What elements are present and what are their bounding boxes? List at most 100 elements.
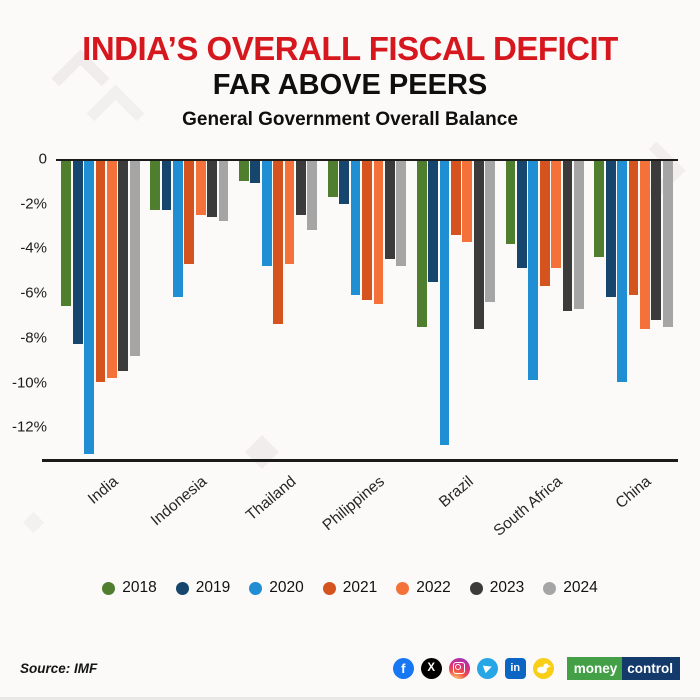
legend-dot-2022 xyxy=(396,581,410,595)
telegram-icon[interactable] xyxy=(476,657,498,679)
bar-indonesia-2020 xyxy=(172,161,183,298)
legend-item-2019: 2019 xyxy=(175,579,231,597)
x-twitter-icon[interactable]: X xyxy=(420,657,442,679)
legend-item-2018: 2018 xyxy=(102,579,157,597)
legend-label-2019: 2019 xyxy=(195,579,231,596)
legend-dot-2018 xyxy=(102,581,116,595)
legend-item-2024: 2024 xyxy=(543,579,598,597)
bar-south-africa-2019 xyxy=(517,161,527,269)
bar-philippines-2018 xyxy=(327,161,338,197)
legend-label-2020: 2020 xyxy=(269,579,304,596)
bar-india-2021 xyxy=(95,161,106,383)
legend-label-2023: 2023 xyxy=(489,579,525,596)
x-label-china: China xyxy=(612,473,655,513)
x-axis-line xyxy=(42,459,678,462)
bar-indonesia-2021 xyxy=(184,161,195,264)
x-label-south-africa: South Africa xyxy=(490,473,566,540)
moneycontrol-logo[interactable]: money control xyxy=(566,656,680,680)
linkedin-icon[interactable]: in xyxy=(504,657,526,679)
bar-china-2020 xyxy=(617,161,628,383)
bar-south-africa-2024 xyxy=(574,161,584,309)
bar-brazil-2024 xyxy=(485,161,495,302)
x-label-philippines: Philippines xyxy=(319,473,388,535)
moneycontrol-logo-control: control xyxy=(622,656,680,680)
bar-south-africa-2018 xyxy=(505,161,516,244)
source-label: Source: IMF xyxy=(20,660,98,676)
bar-china-2024 xyxy=(662,161,673,327)
bar-indonesia-2018 xyxy=(150,161,160,211)
social-icons: f X in money control xyxy=(392,656,680,680)
legend-item-2021: 2021 xyxy=(322,579,377,597)
legend-item-2022: 2022 xyxy=(396,579,451,597)
bar-philippines-2024 xyxy=(396,161,407,267)
bar-india-2018 xyxy=(61,161,72,307)
koo-bird-glyph xyxy=(536,663,551,674)
chart-subtitle: General Government Overall Balance xyxy=(182,109,518,130)
x-glyph: X xyxy=(427,662,436,675)
bar-philippines-2023 xyxy=(384,161,395,260)
bar-india-2022 xyxy=(106,161,117,378)
linkedin-glyph: in xyxy=(510,662,521,675)
x-label-indonesia: Indonesia xyxy=(147,473,211,530)
y-tick-label: -4% xyxy=(20,239,47,257)
legend-dot-2024 xyxy=(543,581,557,595)
telegram-plane-glyph xyxy=(483,663,494,674)
bar-thailand-2024 xyxy=(307,161,318,231)
legend-dot-2020 xyxy=(249,581,263,595)
instagram-camera-glyph xyxy=(453,662,466,675)
bar-philippines-2019 xyxy=(339,161,350,204)
x-axis: India Indonesia Thailand Philippines Brazil S… xyxy=(56,461,678,549)
bar-indonesia-2019 xyxy=(161,161,172,211)
bar-south-africa-2023 xyxy=(562,161,573,311)
y-tick-label: -10% xyxy=(11,374,47,392)
y-tick-label: -2% xyxy=(20,195,47,213)
bar-india-2019 xyxy=(72,161,83,345)
legend-dot-2021 xyxy=(322,581,336,595)
bar-brazil-2022 xyxy=(462,161,473,242)
y-tick-label: -6% xyxy=(20,284,47,302)
bar-philippines-2021 xyxy=(362,161,372,300)
bar-india-2023 xyxy=(118,161,129,372)
bar-china-2022 xyxy=(640,161,650,329)
bar-thailand-2019 xyxy=(250,161,261,184)
bar-indonesia-2024 xyxy=(218,161,229,222)
footer: Source: IMF f X in money control xyxy=(0,656,700,680)
facebook-glyph: f xyxy=(401,660,406,676)
bar-chart: 0 -2% -4% -6% -8% -10% -12% xyxy=(10,151,678,462)
bar-brazil-2023 xyxy=(473,161,484,329)
bar-india-2020 xyxy=(84,161,94,455)
legend-item-2023: 2023 xyxy=(469,579,525,597)
bar-brazil-2020 xyxy=(439,161,450,446)
y-tick-label: 0 xyxy=(38,150,47,168)
bar-south-africa-2020 xyxy=(528,161,539,381)
bar-thailand-2021 xyxy=(273,161,284,325)
y-tick-label: -8% xyxy=(20,329,47,347)
legend-dot-2023 xyxy=(469,581,483,595)
bar-china-2018 xyxy=(594,161,605,258)
x-label-india: India xyxy=(84,473,122,508)
legend-dot-2019 xyxy=(175,581,189,595)
legend-label-2018: 2018 xyxy=(122,579,157,596)
bar-south-africa-2021 xyxy=(539,161,550,287)
instagram-icon[interactable] xyxy=(448,657,470,679)
bar-brazil-2018 xyxy=(416,161,427,327)
title-line2: FAR ABOVE PEERS xyxy=(212,69,488,101)
bar-china-2023 xyxy=(651,161,662,320)
zero-axis-line xyxy=(56,159,678,161)
legend: 2018 2019 2020 2021 2022 2023 2024 xyxy=(0,579,700,597)
bar-indonesia-2023 xyxy=(207,161,217,217)
title-line1: INDIA’S OVERALL FISCAL DEFICIT xyxy=(82,30,618,67)
legend-label-2022: 2022 xyxy=(416,579,451,596)
bar-brazil-2021 xyxy=(450,161,461,235)
x-label-thailand: Thailand xyxy=(242,473,300,525)
plot-area xyxy=(42,159,678,462)
facebook-icon[interactable]: f xyxy=(392,657,414,679)
bar-thailand-2020 xyxy=(261,161,272,267)
bar-south-africa-2022 xyxy=(551,161,561,269)
legend-label-2024: 2024 xyxy=(563,579,598,596)
koo-icon[interactable] xyxy=(532,657,554,679)
bar-thailand-2018 xyxy=(239,161,249,182)
bar-thailand-2023 xyxy=(296,161,306,215)
y-tick-label: -12% xyxy=(11,418,47,436)
